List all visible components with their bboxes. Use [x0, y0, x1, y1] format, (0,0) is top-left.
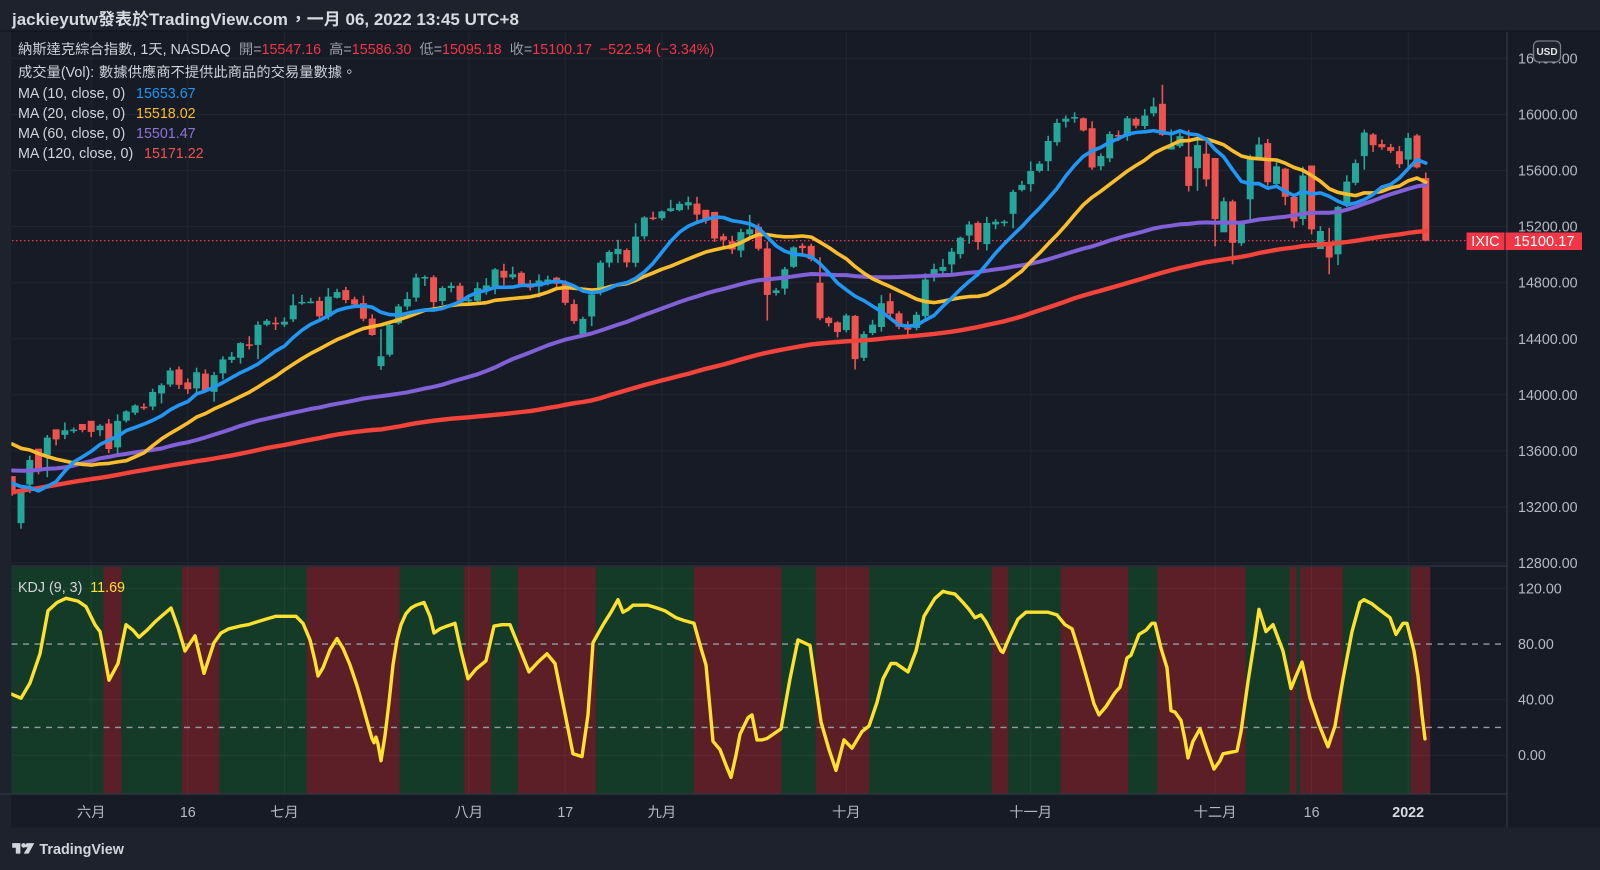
svg-text:(Vol):: (Vol): — [61, 65, 94, 81]
svg-text:17: 17 — [557, 805, 573, 821]
svg-text:14000.00: 14000.00 — [1518, 388, 1578, 404]
svg-text:, 1: , 1 — [132, 42, 148, 58]
svg-text:15501.47: 15501.47 — [136, 126, 196, 142]
svg-text:40.00: 40.00 — [1518, 693, 1554, 709]
svg-text:12800.00: 12800.00 — [1518, 556, 1578, 572]
svg-text:=: = — [434, 42, 442, 58]
svg-text:15100.17: 15100.17 — [1514, 234, 1575, 250]
svg-text:13200.00: 13200.00 — [1518, 500, 1578, 516]
svg-text:0.00: 0.00 — [1518, 748, 1546, 764]
svg-text:15200.00: 15200.00 — [1518, 220, 1578, 236]
svg-text:=: = — [343, 42, 351, 58]
svg-text:16: 16 — [180, 805, 196, 821]
svg-text:USD: USD — [1536, 47, 1557, 58]
svg-text:MA (20, close, 0): MA (20, close, 0) — [18, 106, 125, 122]
svg-text:, NASDAQ: , NASDAQ — [163, 42, 231, 58]
svg-text:13600.00: 13600.00 — [1518, 444, 1578, 460]
svg-text:11.69: 11.69 — [90, 580, 125, 596]
svg-text:14400.00: 14400.00 — [1518, 332, 1578, 348]
svg-text:15095.18: 15095.18 — [442, 42, 502, 58]
svg-text:06, 2022 13:45 UTC+8: 06, 2022 13:45 UTC+8 — [346, 10, 519, 29]
svg-text:MA (60, close, 0): MA (60, close, 0) — [18, 126, 125, 142]
svg-text:15547.16: 15547.16 — [262, 42, 322, 58]
svg-text:=: = — [253, 42, 261, 58]
svg-text:MA (120, close, 0): MA (120, close, 0) — [18, 146, 133, 162]
svg-text:14800.00: 14800.00 — [1518, 276, 1578, 292]
svg-text:jackieyutw: jackieyutw — [11, 10, 99, 29]
svg-text:15653.67: 15653.67 — [136, 86, 196, 102]
svg-text:15518.02: 15518.02 — [136, 106, 196, 122]
svg-text:2022: 2022 — [1392, 805, 1424, 821]
svg-text:120.00: 120.00 — [1518, 582, 1562, 598]
svg-text:80.00: 80.00 — [1518, 637, 1554, 653]
svg-text:IXIC: IXIC — [1471, 234, 1499, 250]
svg-text:TradingView.com: TradingView.com — [149, 10, 288, 29]
svg-text:15586.30: 15586.30 — [352, 42, 412, 58]
svg-text:−522.54 (−3.34%): −522.54 (−3.34%) — [600, 42, 714, 58]
svg-text:15171.22: 15171.22 — [144, 146, 204, 162]
svg-text:16: 16 — [1304, 805, 1320, 821]
svg-text:16000.00: 16000.00 — [1518, 108, 1578, 124]
svg-text:15100.17: 15100.17 — [532, 42, 592, 58]
svg-text:MA (10, close, 0): MA (10, close, 0) — [18, 86, 125, 102]
svg-text:=: = — [524, 42, 532, 58]
svg-text:15600.00: 15600.00 — [1518, 164, 1578, 180]
svg-text:KDJ (9, 3): KDJ (9, 3) — [18, 580, 82, 596]
svg-text:TradingView: TradingView — [39, 842, 124, 858]
